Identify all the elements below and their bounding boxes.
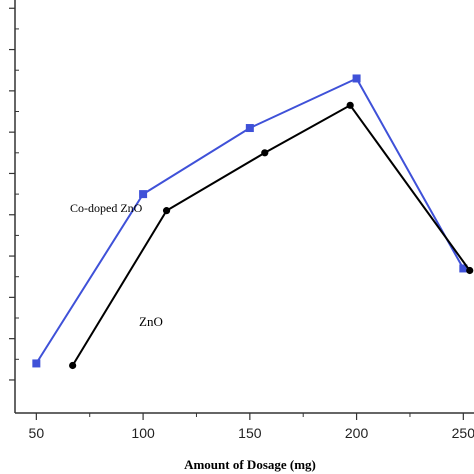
x-axis-title: Amount of Dosage (mg) bbox=[184, 457, 316, 472]
data-point-zno bbox=[69, 361, 77, 370]
annotation-co-doped-zno: Co-doped ZnO bbox=[70, 201, 143, 215]
x-tick-label: 100 bbox=[131, 425, 155, 441]
series-zno bbox=[69, 101, 474, 370]
data-point-zno bbox=[466, 266, 474, 275]
axis-ticks bbox=[9, 7, 464, 420]
data-point-co-doped-zno bbox=[459, 264, 468, 273]
data-point-co-doped-zno bbox=[245, 124, 254, 133]
x-tick-label: 150 bbox=[238, 425, 262, 441]
x-tick-label: 250 bbox=[452, 425, 474, 441]
series-co-doped-zno bbox=[32, 74, 468, 368]
data-point-co-doped-zno bbox=[32, 359, 41, 368]
tick-labels: 50 100 150 200 250 bbox=[29, 425, 474, 441]
axes bbox=[14, 0, 474, 414]
data-point-zno bbox=[261, 149, 269, 157]
data-point-co-doped-zno bbox=[352, 74, 361, 83]
series-line-zno bbox=[71, 103, 471, 367]
x-tick-label: 50 bbox=[29, 425, 45, 441]
series-layer bbox=[32, 74, 474, 370]
annotation-zno: ZnO bbox=[139, 314, 163, 329]
data-point-zno bbox=[162, 207, 171, 215]
data-point-co-doped-zno bbox=[139, 190, 148, 199]
x-tick-label: 200 bbox=[345, 425, 369, 441]
data-point-zno bbox=[346, 101, 354, 109]
